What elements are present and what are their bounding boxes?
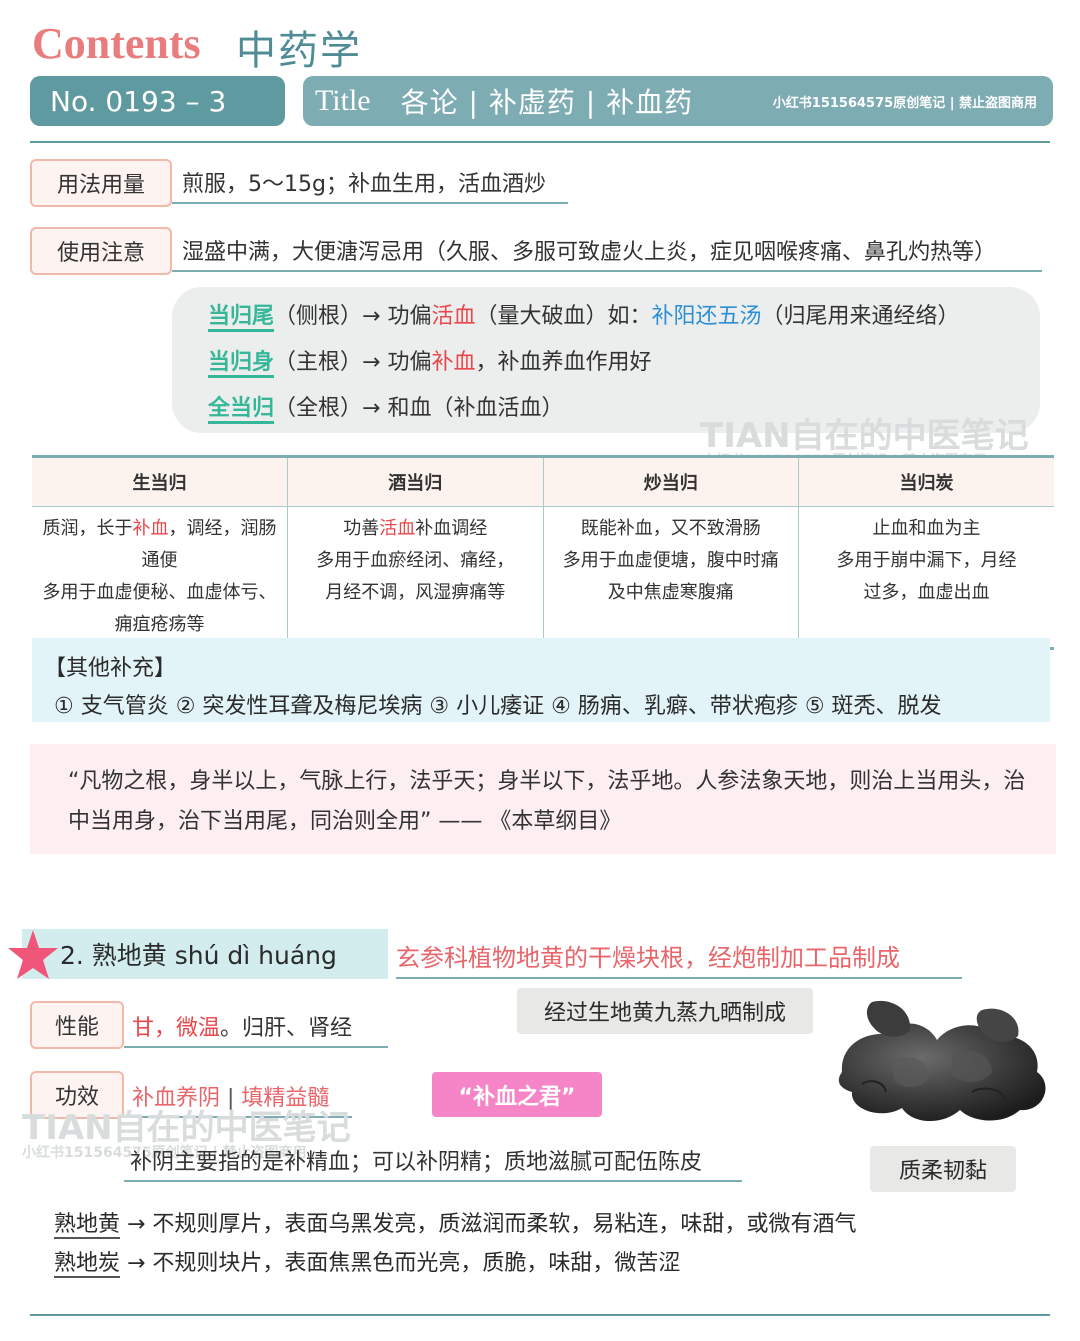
item-name: 熟地炭 [54, 1251, 121, 1278]
table-cell: 止血和血为主 多用于崩中漏下，月经 过多，血虚出血 [798, 506, 1054, 650]
list-item: 熟地黄 → 不规则厚片，表面乌黑发亮，质滋润而柔软，易粘连，味甜，或微有酒气 [54, 1206, 857, 1239]
part-arrow: → 和血（补血活血） [362, 396, 564, 421]
cell-text: 过多，血虚出血 [863, 582, 990, 603]
usage-text: 煎服，5～15g；补血生用，活血酒炒 [172, 166, 568, 204]
part-rest: （量大破血）如： [475, 304, 652, 329]
table-cell: 功善活血补血调经 多用于血瘀经闭、痛经， 月经不调，风湿痹痛等 [287, 506, 543, 650]
effect-item: 补血养阴 [132, 1086, 221, 1111]
cell-text: 既能补血，又不致滑肠 [580, 518, 761, 539]
copyright-note: 小红书151564575原创笔记 | 禁止盗图商用 [772, 95, 1037, 111]
quote-text: “凡物之根，身半以上，气脉上行，法乎天；身半以下，法乎地。人参法象天地，则治上当… [68, 769, 1026, 834]
part-row: 全当归（全根）→ 和血（补血活血） [208, 390, 564, 424]
list-item: 熟地炭 → 不规则块片，表面焦黑色而光亮，质脆，味甜，微苦涩 [54, 1245, 681, 1278]
root-parts-panel [172, 287, 1040, 433]
processing-table: 生当归 酒当归 炒当归 当归炭 质润，长于补血，调经，润肠通便 多用于血虚便秘、… [32, 455, 1054, 650]
part-focus: 补血 [431, 350, 476, 375]
watermark-sub: 小红书151564575原创笔记 | 禁止盗图商用 [22, 1145, 307, 1161]
cell-text: 多用于崩中漏下，月经 [836, 550, 1017, 571]
cell-text: 多用于血虚便塘，腹中时痛 [562, 550, 779, 571]
effect-item: 填精益髓 [241, 1086, 330, 1111]
effect-label: 功效 [30, 1071, 124, 1119]
part-root: （主根） [274, 350, 363, 375]
watermark-main: TIAN自在的中医笔记 [700, 416, 1029, 456]
cell-text: 质润，长于 [42, 518, 133, 539]
cell-text: 功善 [343, 518, 380, 539]
item-name: 熟地黄 [54, 1212, 121, 1239]
section-description: 玄参科植物地黄的干燥块根，经炮制加工品制成 [396, 938, 962, 979]
contents-heading: Contents [32, 19, 201, 68]
supplement-panel [32, 638, 1050, 722]
cell-text: ，调经，润肠通便 [141, 518, 277, 571]
part-arrow: → 功偏 [362, 304, 432, 329]
title-bar: Title 各论 | 补虚药 | 补血药 小红书151564575原创笔记 | … [303, 76, 1053, 126]
effect-separator: | [220, 1086, 242, 1111]
table-header: 生当归 [32, 455, 288, 507]
part-root: （侧根） [274, 304, 363, 329]
cell-text: 补血调经 [415, 518, 488, 539]
supplement-title: 【其他补充】 [44, 656, 177, 681]
table-row: 质润，长于补血，调经，润肠通便 多用于血虚便秘、血虚体亏、 痈疽疮疡等 功善活血… [32, 506, 1054, 650]
section-title-bg [22, 929, 388, 979]
table-header: 酒当归 [287, 455, 543, 507]
table-cell: 既能补血，又不致滑肠 多用于血虚便塘，腹中时痛 及中焦虚寒腹痛 [542, 506, 799, 650]
nature-label: 性能 [30, 1001, 124, 1049]
nickname-tag: “补血之君” [432, 1072, 602, 1117]
title-text: 各论 | 补虚药 | 补血药 [400, 86, 694, 119]
table-header: 当归炭 [798, 455, 1054, 507]
part-name: 全当归 [208, 396, 275, 424]
part-row: 当归尾（侧根）→ 功偏活血（量大破血）如：补阳还五汤（归尾用来通经络） [208, 298, 960, 332]
part-row: 当归身（主根）→ 功偏补血，补血养血作用好 [208, 344, 652, 378]
table-header: 炒当归 [542, 455, 799, 507]
cell-text: 多用于血虚便秘、血虚体亏、 [42, 582, 277, 603]
header-divider [30, 141, 1050, 143]
note-number-bar: No. 0193 – 3 [30, 76, 285, 126]
part-rest: ，补血养血作用好 [475, 350, 652, 375]
cell-text: 多用于血瘀经闭、痛经， [316, 550, 515, 571]
subject-heading: 中药学 [236, 28, 362, 74]
title-label: Title [315, 84, 371, 117]
footer-divider [30, 1314, 1050, 1316]
nature-text: 甘，微温。归肝、肾经 [124, 1010, 388, 1048]
effect-note: 补阴主要指的是补精血；可以补阴精；质地滋腻可配伍陈皮 [124, 1144, 742, 1182]
cell-highlight: 补血 [132, 518, 169, 539]
herb-photo [838, 1000, 1046, 1122]
item-desc: → 不规则块片，表面焦黑色而光亮，质脆，味甜，微苦涩 [120, 1251, 681, 1276]
part-focus: 活血 [431, 304, 476, 329]
quote-panel [30, 744, 1056, 854]
nature-highlight: 甘，微温 [132, 1016, 221, 1041]
part-arrow: → 功偏 [362, 350, 432, 375]
part-name: 当归尾 [208, 304, 275, 332]
cell-text: 痈疽疮疡等 [114, 614, 205, 635]
texture-tag: 质柔韧黏 [870, 1146, 1016, 1192]
cell-text: 止血和血为主 [872, 518, 981, 539]
part-name: 当归身 [208, 350, 275, 378]
effect-text: 补血养阴 | 填精益髓 [124, 1080, 352, 1118]
process-tag: 经过生地黄九蒸九晒制成 [517, 988, 813, 1034]
cell-highlight: 活血 [379, 518, 416, 539]
supplement-items: ① 支气管炎 ② 突发性耳聋及梅尼埃病 ③ 小儿痿证 ④ 肠痈、乳癖、带状疱疹 … [54, 694, 942, 719]
star-icon [8, 930, 58, 979]
nature-rest: 。归肝、肾经 [220, 1016, 353, 1041]
watermark-main: TIAN自在的中医笔记 [22, 1108, 351, 1148]
part-extra: （归尾用来通经络） [761, 304, 960, 329]
table-header-row: 生当归 酒当归 炒当归 当归炭 [32, 455, 1054, 507]
caution-text: 湿盛中满，大便溏泻忌用（久服、多服可致虚火上炎，症见咽喉疼痛、鼻孔灼热等） [172, 234, 1042, 272]
item-desc: → 不规则厚片，表面乌黑发亮，质滋润而柔软，易粘连，味甜，或微有酒气 [120, 1212, 857, 1237]
caution-label: 使用注意 [30, 227, 172, 275]
cell-text: 及中焦虚寒腹痛 [607, 582, 734, 603]
formula-name: 补阳还五汤 [651, 304, 762, 329]
table-cell: 质润，长于补血，调经，润肠通便 多用于血虚便秘、血虚体亏、 痈疽疮疡等 [32, 506, 288, 650]
cell-text: 月经不调，风湿痹痛等 [325, 582, 506, 603]
usage-label: 用法用量 [30, 159, 172, 207]
part-root: （全根） [274, 396, 363, 421]
section-title: 2. 熟地黄 shú dì huáng [60, 941, 337, 970]
note-number: No. 0193 – 3 [50, 84, 227, 118]
